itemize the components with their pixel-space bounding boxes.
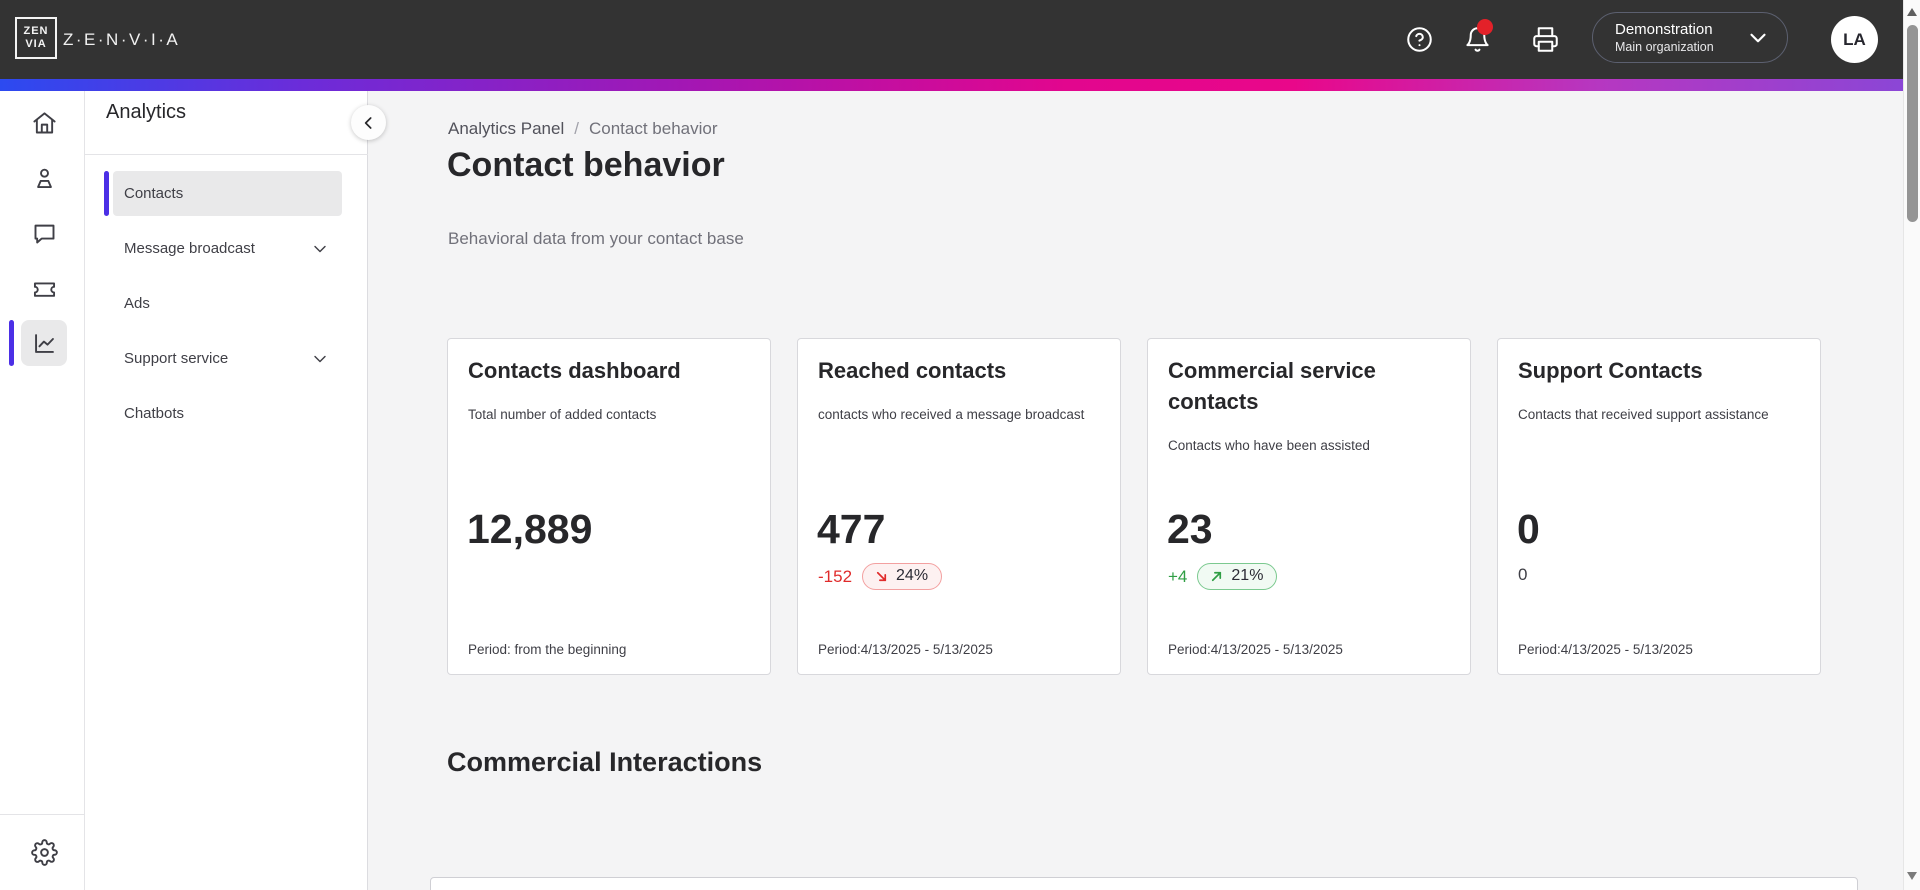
nav-item-contacts[interactable]: Contacts — [113, 171, 342, 216]
card-period: Period:4/13/2025 - 5/13/2025 — [818, 642, 993, 657]
card-description: Contacts that received support assistanc… — [1518, 407, 1769, 422]
card-title: Reached contacts — [818, 358, 1007, 383]
nav-item-label: Support service — [124, 350, 229, 367]
topbar: ZEN VIA Z·E·N·V·I·A Demonstration Main o… — [0, 0, 1903, 79]
card-value: 12,889 — [467, 506, 593, 552]
rail-contacts-button[interactable] — [21, 155, 67, 201]
vertical-scrollbar — [1903, 0, 1920, 890]
rail-settings-button[interactable] — [21, 829, 67, 875]
stat-cards-row: Contacts dashboard Total number of added… — [447, 338, 1821, 675]
panel-title: Analytics — [106, 101, 187, 123]
brand-gradient-strip — [0, 79, 1903, 91]
nav-item-support-service[interactable]: Support service — [113, 336, 342, 381]
card-description: contacts who received a message broadcas… — [818, 407, 1085, 422]
analytics-nav-panel: Analytics Contacts Message broadcast Ads… — [85, 91, 368, 890]
card-description: Contacts who have been assisted — [1168, 438, 1370, 453]
icon-rail — [0, 91, 85, 890]
rail-divider — [0, 814, 85, 815]
arrow-down-right-icon — [874, 569, 889, 584]
breadcrumb-current: Contact behavior — [588, 119, 718, 138]
page-title: Contact behavior — [447, 146, 725, 184]
chevron-down-icon — [1745, 25, 1771, 51]
rail-tickets-button[interactable] — [21, 265, 67, 311]
card-secondary-value: 0 — [1518, 565, 1528, 584]
card-delta-row: -152 24% — [818, 563, 943, 590]
user-avatar[interactable]: LA — [1831, 16, 1878, 63]
organization-name: Demonstration — [1615, 21, 1713, 38]
nav-item-label: Message broadcast — [124, 240, 255, 257]
organization-switcher[interactable]: Demonstration Main organization — [1592, 12, 1788, 63]
card-value: 477 — [817, 506, 886, 552]
card-support-contacts: Support Contacts Contacts that received … — [1497, 338, 1821, 675]
logo-bottom-text: VIA — [25, 38, 47, 50]
ticket-icon — [31, 275, 58, 302]
logo-top-text: ZEN — [23, 25, 49, 38]
breadcrumb: Analytics Panel / Contact behavior — [448, 119, 718, 139]
delta-value: -152 — [818, 566, 853, 586]
panel-divider — [85, 154, 368, 155]
page-subtitle: Behavioral data from your contact base — [448, 229, 744, 248]
card-description: Total number of added contacts — [468, 407, 657, 422]
delta-percent: 21% — [1231, 567, 1264, 584]
card-delta-row: +4 21% — [1168, 563, 1278, 590]
card-contacts-dashboard: Contacts dashboard Total number of added… — [447, 338, 771, 675]
card-title: Commercial service contacts — [1168, 358, 1376, 414]
notification-badge — [1477, 19, 1493, 35]
card-period: Period: from the beginning — [468, 642, 627, 657]
delta-percent: 24% — [896, 567, 929, 584]
nav-item-label: Ads — [124, 295, 150, 312]
nav-item-message-broadcast[interactable]: Message broadcast — [113, 226, 342, 271]
main-content: Analytics Panel / Contact behavior Conta… — [368, 91, 1903, 890]
card-value: 23 — [1167, 506, 1213, 552]
card-title: Contacts dashboard — [468, 358, 681, 383]
commercial-interactions-card — [430, 877, 1858, 890]
rail-home-button[interactable] — [21, 100, 67, 146]
trend-pill-down: 24% — [862, 563, 943, 590]
person-icon — [31, 165, 58, 192]
avatar-initials: LA — [1843, 29, 1866, 49]
rail-active-indicator — [9, 320, 14, 366]
delta-value: +4 — [1168, 566, 1188, 586]
scrollbar-thumb[interactable] — [1907, 25, 1918, 222]
gear-icon — [30, 838, 58, 866]
zenvia-logo-icon[interactable]: ZEN VIA — [15, 17, 57, 59]
breadcrumb-analytics-panel[interactable]: Analytics Panel — [448, 119, 565, 138]
nav-item-label: Chatbots — [124, 405, 185, 422]
brand-wordmark: Z·E·N·V·I·A — [63, 29, 181, 49]
rail-conversations-button[interactable] — [21, 210, 67, 256]
nav-item-chatbots[interactable]: Chatbots — [113, 391, 342, 436]
card-commercial-service-contacts: Commercial service contacts Contacts who… — [1147, 338, 1471, 675]
help-icon — [1406, 26, 1433, 53]
section-title-commercial-interactions: Commercial Interactions — [447, 747, 763, 777]
chevron-left-icon — [359, 113, 379, 133]
card-period: Period:4/13/2025 - 5/13/2025 — [1518, 642, 1693, 657]
nav-active-indicator — [104, 171, 109, 216]
nav-item-ads[interactable]: Ads — [113, 281, 342, 326]
line-chart-icon — [31, 330, 58, 357]
chevron-down-icon — [310, 349, 330, 369]
help-button[interactable] — [1404, 24, 1434, 54]
arrow-up-right-icon — [1209, 569, 1224, 584]
card-title: Support Contacts — [1518, 358, 1703, 383]
rail-analytics-button[interactable] — [21, 320, 67, 366]
scrollbar-down-arrow[interactable] — [1907, 872, 1917, 880]
scrollbar-up-arrow[interactable] — [1907, 8, 1917, 16]
trend-pill-up: 21% — [1197, 563, 1278, 590]
chevron-down-icon — [310, 239, 330, 259]
card-value: 0 — [1517, 506, 1540, 552]
chat-icon — [31, 220, 58, 247]
print-button[interactable] — [1530, 24, 1560, 54]
panel-collapse-button[interactable] — [351, 105, 386, 140]
card-period: Period:4/13/2025 - 5/13/2025 — [1168, 642, 1343, 657]
printer-icon — [1532, 26, 1559, 53]
organization-subtitle: Main organization — [1615, 40, 1714, 54]
nav-item-label: Contacts — [124, 185, 184, 202]
home-icon — [31, 110, 58, 137]
breadcrumb-separator: / — [574, 119, 579, 138]
card-reached-contacts: Reached contacts contacts who received a… — [797, 338, 1121, 675]
